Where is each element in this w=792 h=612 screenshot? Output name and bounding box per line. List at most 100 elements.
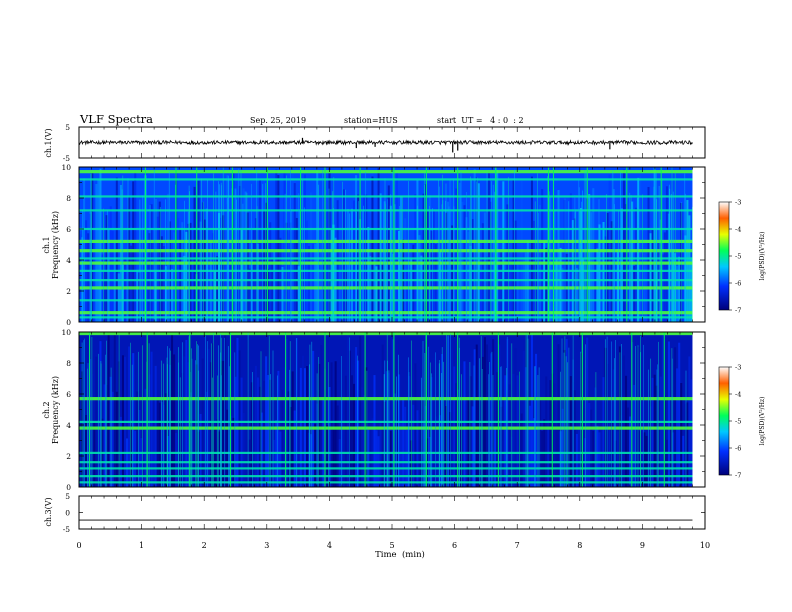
ch1-spectrogram-noise-column [616, 249, 619, 322]
ch2-spectrogram-noise-column [353, 383, 356, 487]
ch1-spectrogram-noise-column [301, 263, 304, 322]
ch1-spectrogram-noise-column [95, 183, 98, 322]
ch1-spectrogram-noise-column [516, 260, 519, 322]
ch2-spectrogram-noise-column [250, 382, 253, 487]
ch1-spectrogram-frequency-band [79, 257, 693, 260]
ch2-spectrogram-noise-column [479, 360, 482, 487]
ch2-spectrogram-freq-tick-label: 6 [66, 390, 71, 399]
ch3-y-ticks: 5 0 -5 [63, 492, 705, 534]
ch1-spectrogram-noise-column [682, 232, 685, 322]
colorbar-tick-label: -3 [735, 199, 741, 207]
time-tick-label: 9 [640, 541, 645, 550]
ch1-spectrogram-frequency-band [79, 286, 693, 290]
ch2-spectrogram-noise-column [199, 414, 202, 487]
ch2-spectrogram-frequency-band [79, 467, 693, 470]
ch2-spectrogram-noise-column [665, 439, 668, 487]
ch2-colorbar: -3 -4 -5 -6 -7 log(PSD)(V²/Hz) [718, 364, 766, 480]
ch2-spectrogram-noise-column [322, 398, 325, 487]
ch2-spectrogram-noise-column [659, 376, 662, 487]
ch2-spectrogram-freq-tick-label: 0 [66, 483, 71, 492]
ch1-spectrogram-panel: 0 2 4 6 8 10 ch.1 Frequency (kHz) [42, 163, 706, 327]
ch1-spectrogram-noise-column [308, 245, 311, 322]
ch2-spectrogram-noise-column [416, 410, 419, 487]
ch1-spectrogram-noise-column [103, 271, 106, 322]
ch1-spectrogram-noise-column [508, 263, 511, 322]
ch2-spectrogram-noise-column [600, 427, 603, 487]
ch1-spectrogram-noise-column [350, 208, 354, 322]
time-tick-label: 2 [202, 541, 207, 550]
ch1-spectrogram-noise-column [342, 189, 345, 322]
ch2-spectrogram-noise-column [287, 391, 290, 487]
ch2-spectrogram-noise-column [680, 383, 683, 487]
ch1-spectrogram-freq-tick-label: 4 [66, 256, 71, 265]
ch2-spectrogram-noise-column [330, 362, 333, 487]
ch2-spectrogram-noise-column [555, 427, 558, 487]
ch1-spectrogram-noise-column [639, 175, 642, 322]
ch1-spectrogram-noise-column [330, 229, 333, 322]
ch1-spectrogram-noise-column [629, 228, 632, 322]
ch2-spectrogram-noise-column [449, 412, 452, 487]
ch1-spectrogram-noise-column [318, 268, 321, 322]
time-axis-ticks [78, 127, 706, 529]
ch1-spectrogram-noise-column [140, 249, 143, 322]
ch1-spectrogram-noise-column [338, 270, 341, 322]
ch2-spectrogram-noise-column [350, 375, 354, 487]
ch2-freq-ticks: 0 2 4 6 8 10 [61, 328, 705, 492]
ch2-spectrogram-noise-column [557, 344, 560, 487]
ch1-spectrogram-noise-column [443, 242, 446, 322]
ch2-spectrogram-noise-column [113, 332, 116, 487]
ch1-spectrogram-noise-column [191, 249, 194, 322]
ch2-spectrogram-image [79, 332, 705, 487]
ch2-spectrogram-noise-column [132, 353, 135, 487]
ch2-spectrogram-noise-column [602, 377, 605, 487]
ch1-spectrogram-freq-tick-label: 2 [66, 287, 71, 296]
ch1-waveform-line [79, 139, 693, 146]
ch1-spectrogram-noise-column [181, 222, 184, 322]
ch2-channel-label: ch.2 [42, 401, 51, 418]
ch2-spectrogram-noise-column [103, 384, 106, 487]
ch2-spectrogram-freq-tick-label: 2 [66, 452, 71, 461]
ch1-spectrogram-noise-column [504, 269, 507, 322]
ch1-spectrogram-noise-column [79, 234, 82, 322]
ch1-spectrogram-noise-column [385, 263, 388, 322]
ch2-spectrogram-noise-column [475, 344, 478, 487]
ch2-spectrogram-frequency-band [79, 461, 693, 464]
ch1-spectrogram-noise-column [526, 240, 529, 322]
ch2-spectrogram-noise-column [320, 345, 323, 487]
ch2-spectrogram-noise-column [539, 399, 542, 487]
ch2-spectrogram-noise-column [498, 344, 501, 487]
ch1-spectrogram-noise-column [686, 200, 689, 322]
colorbar-tick-label: -4 [735, 226, 741, 234]
ch2-spectrogram-noise-column [346, 334, 349, 487]
ch1-spectrogram-noise-column [148, 233, 151, 322]
ch1-spectrogram-noise-column [381, 263, 384, 322]
ch2-spectrogram-noise-column [467, 400, 470, 487]
ch2-spectrogram-noise-column [477, 400, 480, 487]
ch2-spectrogram-noise-column [494, 427, 497, 487]
ch1-spectrogram-noise-column [209, 241, 212, 322]
colorbar-tick-label: -7 [735, 307, 741, 315]
time-tick-label: 7 [515, 541, 520, 550]
colorbar-tick-label: -3 [735, 364, 741, 372]
ch1-spectrogram-noise-column [234, 188, 237, 322]
ch2-spectrogram-noise-column [569, 376, 572, 487]
ch1-spectrogram-noise-column [275, 169, 278, 322]
ch2-spectrogram-noise-column [99, 341, 102, 487]
ch2-spectrogram-noise-column [473, 349, 476, 487]
ch1-spectrogram-noise-column [690, 257, 693, 322]
time-tick-label: 6 [452, 541, 457, 550]
ch1-spectrogram-noise-column [467, 231, 470, 322]
ch2-spectrogram-noise-column [596, 425, 599, 487]
ch1-spectrogram-noise-column [608, 174, 611, 322]
ch1-spectrogram-image [79, 167, 705, 322]
ch1-spectrogram-noise-column [271, 258, 274, 322]
ch2-spectrogram-noise-column [575, 433, 578, 487]
ch2-spectrogram-noise-column [582, 408, 585, 487]
ch1-spectrogram-noise-column [551, 269, 554, 322]
ch1-freq-ticks: 0 2 4 6 8 10 [61, 163, 705, 327]
ch1-spectrogram-noise-column [164, 266, 167, 322]
ch1-spectrogram-noise-column [310, 192, 313, 322]
ch1-spectrogram-noise-column [238, 185, 241, 322]
ch2-spectrogram-frequency-band [79, 481, 693, 484]
ch1-spectrogram-noise-column [375, 266, 378, 322]
